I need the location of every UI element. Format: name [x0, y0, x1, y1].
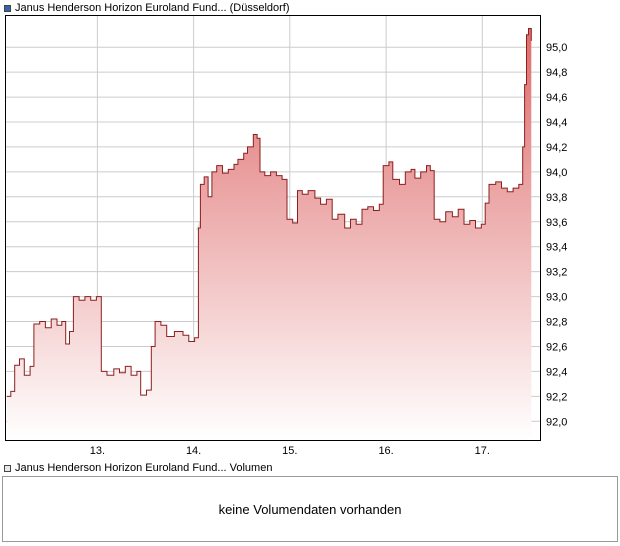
y-axis-label: 93,2 — [546, 267, 567, 279]
y-axis-label: 92,2 — [546, 391, 567, 403]
y-axis-label: 92,4 — [546, 366, 567, 378]
y-axis-label: 93,6 — [546, 217, 567, 229]
volume-panel: keine Volumendaten vorhanden — [2, 476, 618, 542]
y-axis-label: 94,6 — [546, 92, 567, 104]
price-chart[interactable]: A92,092,292,492,692,893,093,293,493,693,… — [0, 14, 620, 460]
x-axis-label: 13. — [90, 445, 105, 457]
x-axis-label: 15. — [282, 445, 297, 457]
x-axis-label: 16. — [378, 445, 393, 457]
y-axis-label: 93,8 — [546, 192, 567, 204]
no-volume-message: keine Volumendaten vorhanden — [218, 501, 402, 517]
price-chart-header: Janus Henderson Horizon Euroland Fund...… — [0, 0, 620, 14]
y-axis-label: 94,8 — [546, 67, 567, 79]
price-chart-title: Janus Henderson Horizon Euroland Fund...… — [15, 2, 290, 14]
x-axis-label: 17. — [475, 445, 490, 457]
plot-border — [5, 15, 541, 441]
volume-chart-header: Janus Henderson Horizon Euroland Fund...… — [0, 460, 620, 476]
y-axis-label: 94,0 — [546, 167, 567, 179]
y-axis-label: 94,4 — [546, 117, 567, 129]
price-area — [7, 28, 532, 440]
y-axis-label: 94,2 — [546, 142, 567, 154]
price-line — [7, 28, 532, 397]
volume-chart-title: Janus Henderson Horizon Euroland Fund...… — [15, 462, 273, 474]
volume-series-icon — [4, 464, 11, 472]
price-series-icon — [4, 4, 11, 12]
x-axis-label: 14. — [186, 445, 201, 457]
y-axis-label: 93,0 — [546, 292, 567, 304]
y-axis-label: 92,0 — [546, 416, 567, 428]
y-axis-label: 92,8 — [546, 317, 567, 329]
y-axis-label: 95,0 — [546, 42, 567, 54]
y-axis-label: 92,6 — [546, 342, 567, 354]
y-axis-label: 93,4 — [546, 242, 567, 254]
